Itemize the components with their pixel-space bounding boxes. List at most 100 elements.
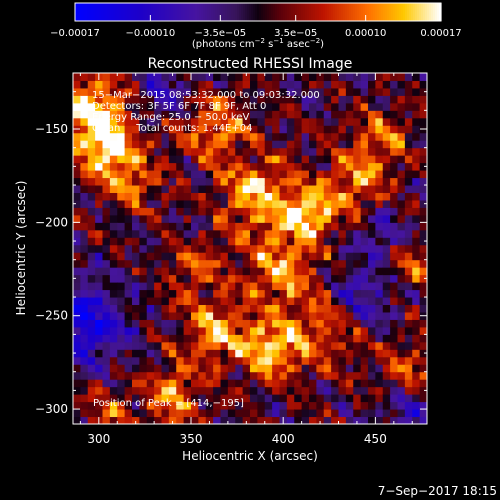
- heatmap-cell: [227, 334, 236, 343]
- heatmap-cell: [161, 110, 170, 119]
- heatmap-cell: [323, 162, 332, 171]
- heatmap-cell: [257, 297, 266, 306]
- heatmap-cell: [375, 409, 384, 418]
- heatmap-cell: [205, 185, 214, 193]
- heatmap-cell: [146, 237, 155, 246]
- heatmap-cell: [257, 237, 266, 246]
- heatmap-cell: [176, 140, 185, 149]
- heatmap-cell: [102, 207, 111, 216]
- heatmap-cell: [198, 177, 207, 186]
- heatmap-cell: [227, 394, 236, 403]
- heatmap-cell: [345, 267, 354, 276]
- heatmap-cell: [227, 214, 236, 223]
- heatmap-cell: [397, 162, 406, 171]
- heatmap-cell: [382, 110, 391, 119]
- heatmap-cell: [419, 267, 428, 276]
- heatmap-cell: [353, 147, 362, 156]
- heatmap-cell: [176, 132, 185, 141]
- heatmap-cell: [390, 110, 398, 119]
- heatmap-cell: [272, 289, 280, 298]
- heatmap-cell: [368, 304, 376, 313]
- heatmap-cell: [87, 147, 96, 156]
- colorbar-cell: [281, 3, 284, 21]
- heatmap-cell: [382, 401, 391, 410]
- heatmap-cell: [191, 274, 199, 283]
- heatmap-cell: [309, 147, 317, 156]
- heatmap-cell: [227, 364, 236, 373]
- heatmap-cell: [309, 252, 317, 261]
- heatmap-cell: [412, 297, 421, 306]
- colorbar-cell: [423, 3, 426, 21]
- heatmap-cell: [404, 244, 413, 253]
- heatmap-cell: [338, 394, 347, 403]
- heatmap-cell: [213, 394, 221, 403]
- heatmap-cell: [117, 274, 126, 283]
- heatmap-cell: [323, 289, 332, 298]
- heatmap-cell: [375, 199, 384, 208]
- heatmap-cell: [102, 386, 111, 395]
- heatmap-cell: [309, 289, 317, 298]
- heatmap-cell: [95, 214, 103, 223]
- heatmap-cell: [390, 140, 398, 149]
- heatmap-cell: [323, 140, 332, 149]
- heatmap-cell: [294, 259, 303, 268]
- heatmap-cell: [390, 244, 398, 253]
- colorbar-cell: [391, 3, 394, 21]
- heatmap-cell: [154, 349, 162, 358]
- heatmap-cell: [316, 409, 325, 418]
- heatmap-cell: [161, 356, 170, 365]
- heatmap-cell: [109, 102, 118, 111]
- heatmap-cell: [294, 364, 303, 373]
- heatmap-cell: [80, 267, 89, 276]
- heatmap-cell: [323, 117, 332, 126]
- heatmap-cell: [272, 162, 280, 171]
- heatmap-cell: [353, 379, 362, 388]
- y-axis-ticks: −150−200−250−300: [35, 91, 427, 416]
- heatmap-cell: [382, 192, 391, 201]
- heatmap-cell: [183, 87, 192, 96]
- colorbar-cell: [333, 3, 336, 21]
- annotation-clean-counts: Clean Total counts: 1.44E+04: [92, 123, 252, 134]
- heatmap-cell: [294, 95, 303, 104]
- heatmap-cell: [375, 259, 384, 268]
- heatmap-cell: [124, 214, 133, 223]
- heatmap-cell: [73, 177, 81, 186]
- heatmap-cell: [257, 214, 266, 223]
- heatmap-cell: [250, 364, 258, 373]
- heatmap-cell: [279, 214, 288, 223]
- heatmap-cell: [250, 125, 258, 134]
- heatmap-cell: [397, 147, 406, 156]
- heatmap-cell: [227, 252, 236, 261]
- heatmap-cell: [95, 102, 103, 111]
- heatmap-cell: [279, 244, 288, 253]
- heatmap-cell: [316, 416, 325, 425]
- colorbar-cell: [175, 3, 178, 21]
- heatmap-cell: [272, 117, 280, 126]
- heatmap-cell: [198, 170, 207, 179]
- heatmap-cell: [323, 229, 332, 238]
- heatmap-cell: [191, 132, 199, 141]
- heatmap-cell: [73, 409, 81, 418]
- heatmap-cell: [87, 356, 96, 365]
- heatmap-cell: [117, 401, 126, 410]
- heatmap-cell: [264, 379, 273, 388]
- heatmap-cell: [242, 73, 251, 81]
- heatmap-cell: [404, 95, 413, 104]
- heatmap-cell: [404, 132, 413, 141]
- heatmap-cell: [191, 177, 199, 186]
- heatmap-cell: [375, 371, 384, 380]
- heatmap-cell: [117, 349, 126, 358]
- heatmap-cell: [345, 177, 354, 186]
- heatmap-cell: [375, 244, 384, 253]
- heatmap-cell: [397, 364, 406, 373]
- heatmap-cell: [95, 311, 103, 320]
- x-axis-ticks: 300 350 400 450: [79, 73, 413, 446]
- heatmap-cell: [353, 237, 362, 246]
- heatmap-cell: [404, 125, 413, 134]
- heatmap-cell: [124, 229, 133, 238]
- heatmap-cell: [390, 364, 398, 373]
- heatmap-cell: [146, 185, 155, 193]
- heatmap-cell: [301, 214, 310, 223]
- heatmap-cell: [397, 125, 406, 134]
- heatmap-cell: [132, 259, 140, 268]
